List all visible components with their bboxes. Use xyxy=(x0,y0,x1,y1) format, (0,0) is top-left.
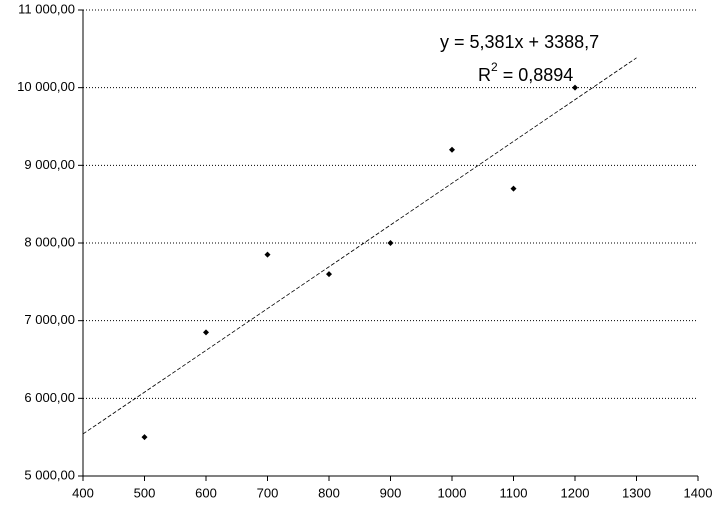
point xyxy=(449,146,455,153)
x-tick-label: 1400 xyxy=(684,485,713,500)
r-squared: R2 = 0,8894 xyxy=(478,60,573,85)
x-tick-label: 1000 xyxy=(438,485,467,500)
r2-rest: = 0,8894 xyxy=(498,65,574,85)
point xyxy=(510,185,517,192)
point xyxy=(203,329,209,336)
y-tick-label: 9 000,00 xyxy=(24,157,75,172)
x-tick-label: 1100 xyxy=(500,485,528,500)
point xyxy=(572,84,578,91)
y-tick-label: 6 000,00 xyxy=(24,390,75,405)
x-tick-label: 900 xyxy=(380,485,402,500)
x-tick-label: 500 xyxy=(134,485,156,500)
point xyxy=(387,240,394,246)
trend-equation: y = 5,381x + 3388,7 xyxy=(440,32,599,52)
x-tick-label: 700 xyxy=(257,485,279,500)
r2-base: R xyxy=(478,65,491,85)
x-tick-label: 600 xyxy=(195,485,217,500)
r2-sup: 2 xyxy=(491,60,498,74)
trendline xyxy=(82,57,637,435)
y-tick-label: 11 000,00 xyxy=(18,1,75,16)
x-tick-label: 1200 xyxy=(561,485,590,500)
y-tick-label: 7 000,00 xyxy=(24,312,75,327)
y-tick-label: 5 000,00 xyxy=(24,467,75,482)
point xyxy=(326,271,332,278)
y-tick-label: 8 000,00 xyxy=(24,234,75,249)
x-tick-label: 1300 xyxy=(622,485,651,500)
point xyxy=(141,434,148,441)
y-tick-label: 10 000,00 xyxy=(17,79,75,94)
point xyxy=(264,251,271,258)
x-tick-label: 400 xyxy=(72,485,94,500)
x-tick-label: 800 xyxy=(318,485,340,500)
